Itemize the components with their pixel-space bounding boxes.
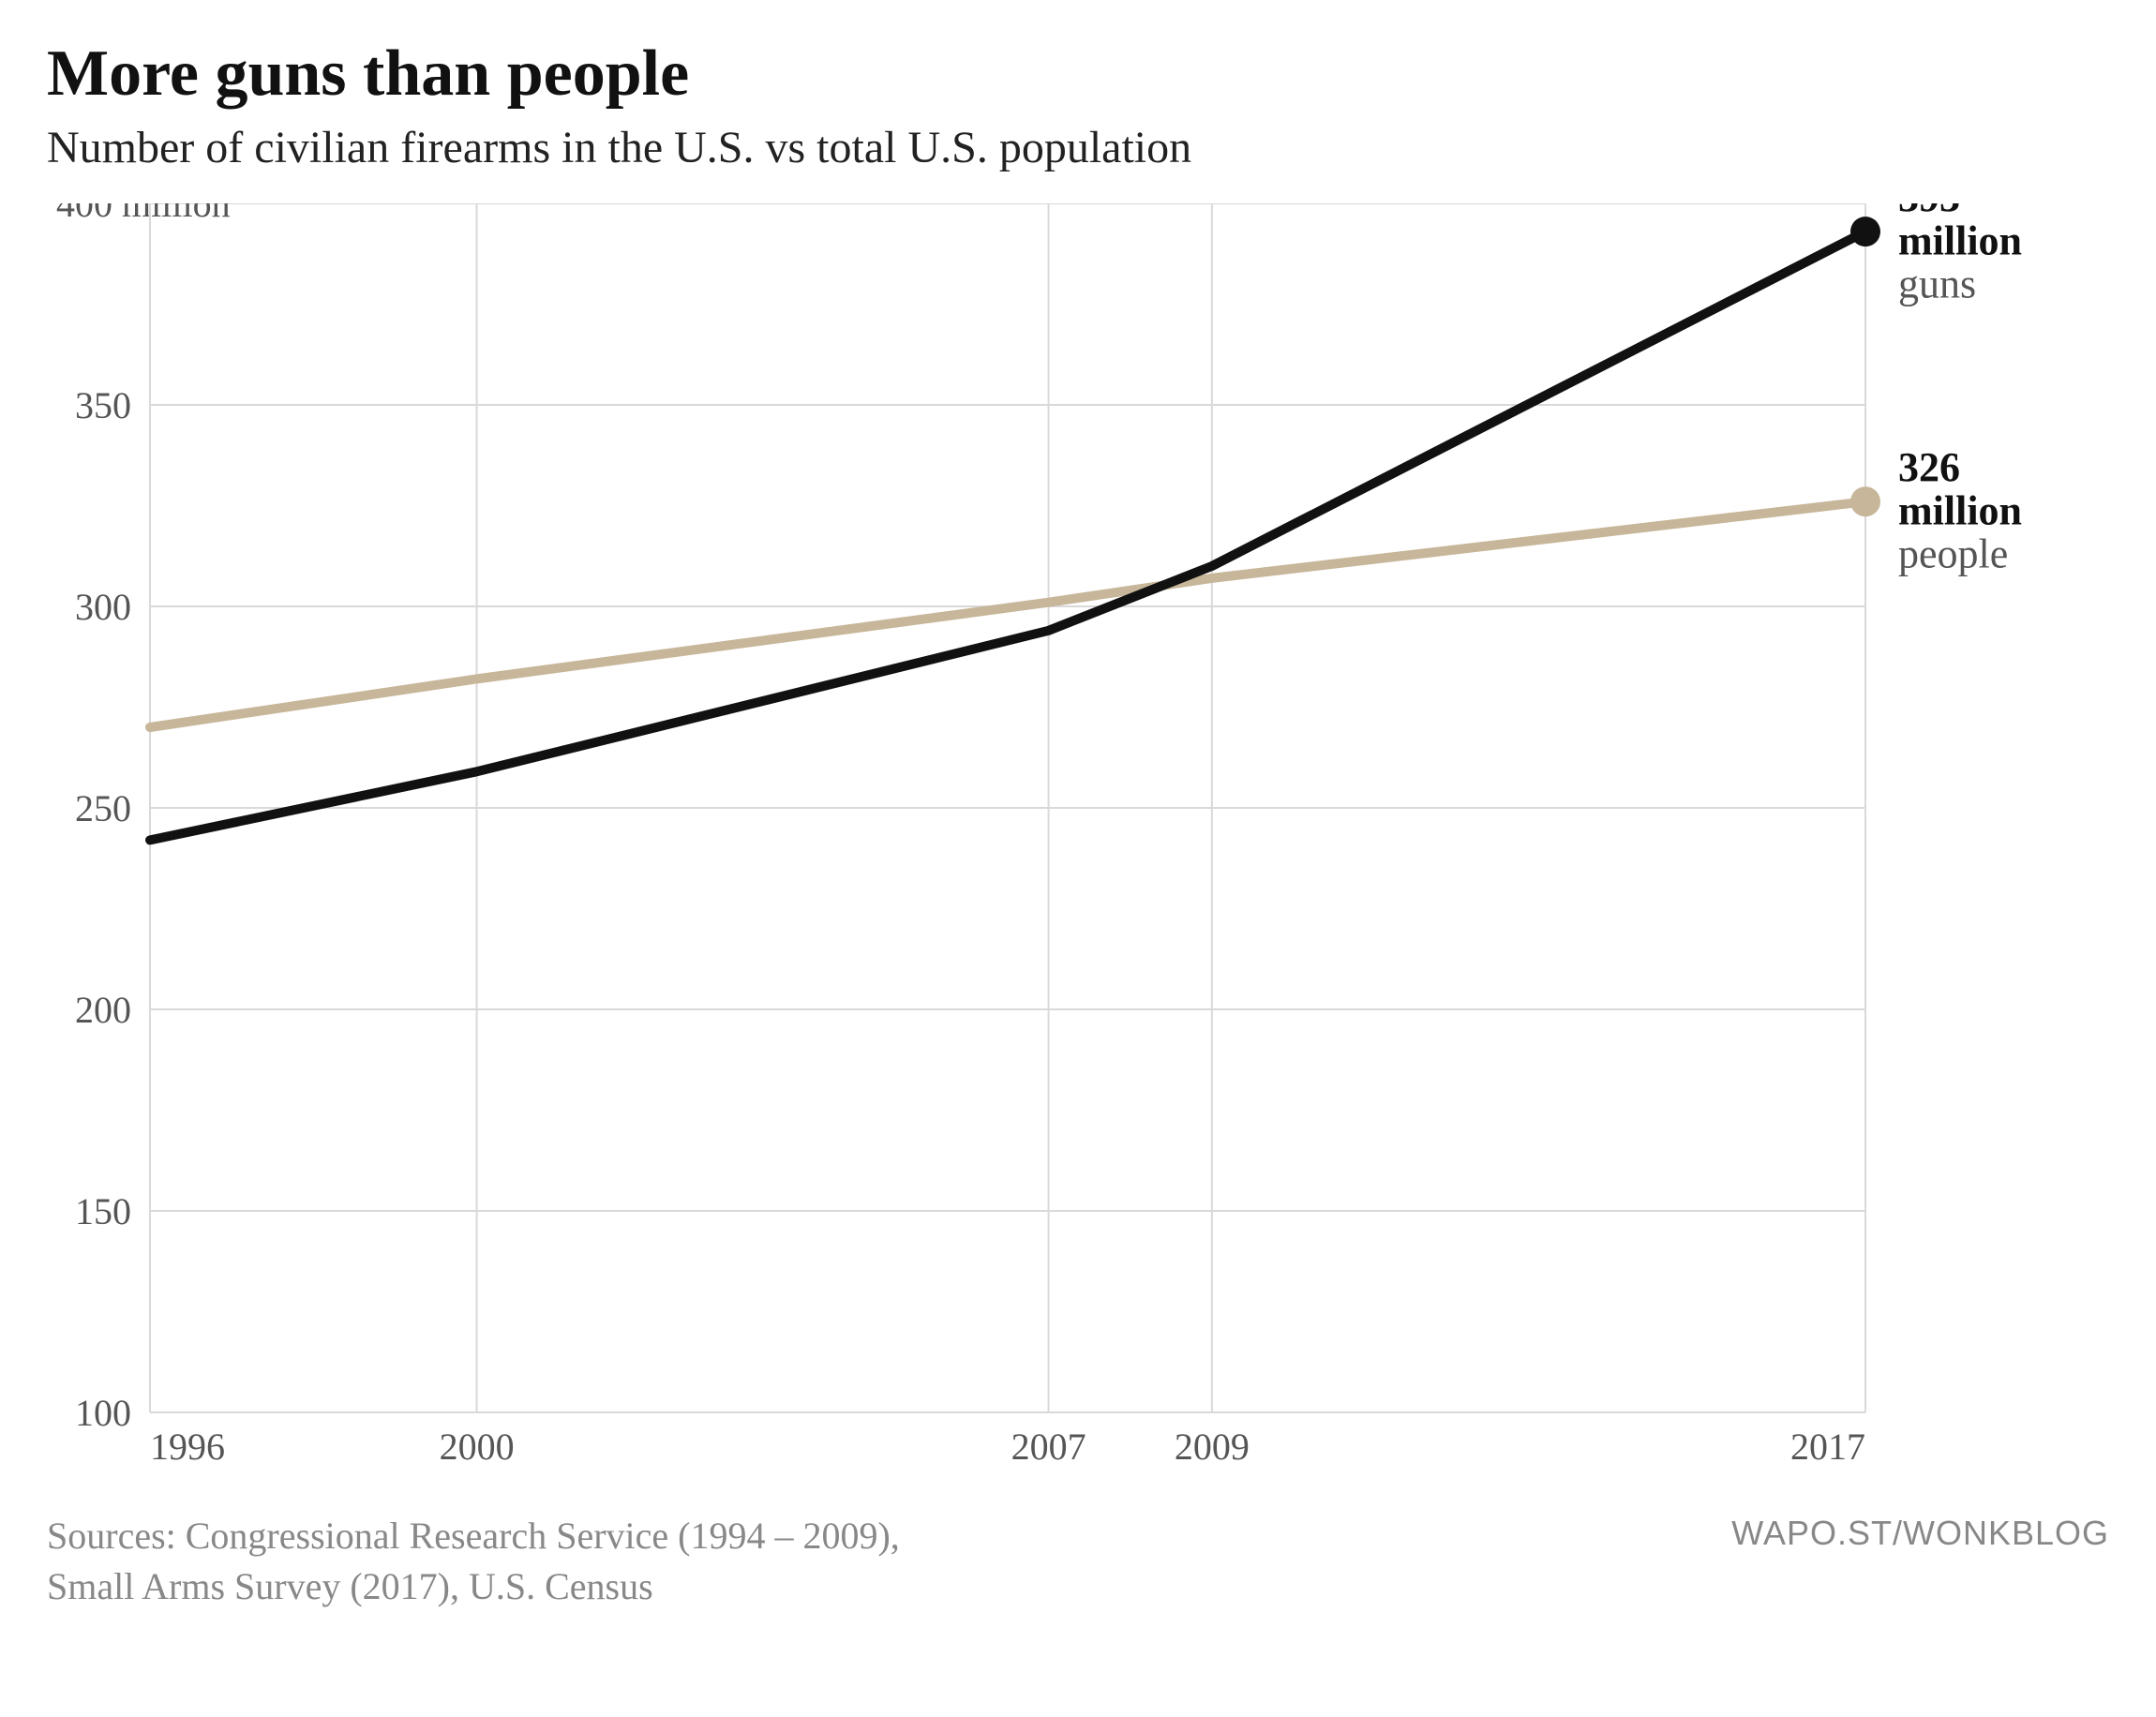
series-end-label-people: 326millionpeople [1898,444,2022,576]
line-chart: 100 150 200 250 300 350 400 million 1996 2000 200… [47,203,2109,1487]
y-axis-label: 350 [75,384,131,426]
chart-container: More guns than people Number of civilian… [0,0,2156,1717]
y-axis-label: 100 [75,1392,131,1434]
sources-line-1: Sources: Congressional Research Service … [47,1511,900,1561]
sources-line-2: Small Arms Survey (2017), U.S. Census [47,1561,900,1612]
x-axis-label: 2000 [440,1426,515,1468]
x-axis-label: 1996 [150,1426,225,1468]
chart-footer: Sources: Congressional Research Service … [47,1511,2109,1612]
y-axis-label: 300 [75,586,131,628]
sources-text: Sources: Congressional Research Service … [47,1511,900,1612]
x-axis-label: 2007 [1011,1426,1086,1468]
credit-text: WAPO.ST/WONKBLOG [1731,1511,2109,1557]
chart-subtitle: Number of civilian firearms in the U.S. … [47,121,2109,175]
y-axis-label: 200 [75,989,131,1031]
y-axis-label: 250 [75,787,131,829]
chart-title: More guns than people [47,37,2109,110]
series-end-marker-people [1850,486,1880,516]
y-axis-label: 150 [75,1190,131,1232]
x-axis-label: 2009 [1175,1426,1250,1468]
y-axis-label: 400 million [56,203,231,225]
x-axis-label: 2017 [1790,1426,1865,1468]
series-end-label-guns: 393millionguns [1898,203,2022,307]
series-end-marker-guns [1850,216,1880,246]
series-line-people [150,501,1865,727]
